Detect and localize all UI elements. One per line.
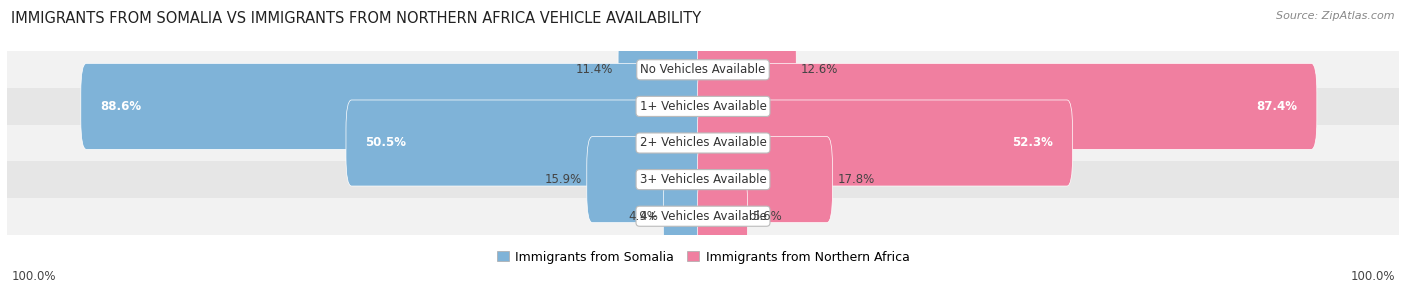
FancyBboxPatch shape [7, 198, 1399, 235]
FancyBboxPatch shape [586, 137, 709, 223]
Text: 2+ Vehicles Available: 2+ Vehicles Available [640, 136, 766, 150]
Legend: Immigrants from Somalia, Immigrants from Northern Africa: Immigrants from Somalia, Immigrants from… [492, 246, 914, 269]
FancyBboxPatch shape [697, 63, 1317, 149]
FancyBboxPatch shape [346, 100, 709, 186]
Text: 1+ Vehicles Available: 1+ Vehicles Available [640, 100, 766, 113]
Text: 4+ Vehicles Available: 4+ Vehicles Available [640, 210, 766, 223]
Text: 100.0%: 100.0% [11, 270, 56, 283]
Text: 3+ Vehicles Available: 3+ Vehicles Available [640, 173, 766, 186]
FancyBboxPatch shape [697, 100, 1073, 186]
Text: 88.6%: 88.6% [100, 100, 142, 113]
FancyBboxPatch shape [7, 125, 1399, 161]
Text: 15.9%: 15.9% [544, 173, 582, 186]
Text: 100.0%: 100.0% [1350, 270, 1395, 283]
Text: No Vehicles Available: No Vehicles Available [640, 63, 766, 76]
Text: Source: ZipAtlas.com: Source: ZipAtlas.com [1277, 11, 1395, 21]
Text: 11.4%: 11.4% [576, 63, 613, 76]
Text: 87.4%: 87.4% [1257, 100, 1298, 113]
Text: 4.9%: 4.9% [628, 210, 658, 223]
FancyBboxPatch shape [619, 27, 709, 113]
FancyBboxPatch shape [80, 63, 709, 149]
FancyBboxPatch shape [7, 51, 1399, 88]
Text: 12.6%: 12.6% [801, 63, 838, 76]
Text: 5.6%: 5.6% [752, 210, 782, 223]
Text: 17.8%: 17.8% [838, 173, 875, 186]
Text: 52.3%: 52.3% [1012, 136, 1053, 150]
FancyBboxPatch shape [664, 173, 709, 259]
Text: IMMIGRANTS FROM SOMALIA VS IMMIGRANTS FROM NORTHERN AFRICA VEHICLE AVAILABILITY: IMMIGRANTS FROM SOMALIA VS IMMIGRANTS FR… [11, 11, 702, 26]
FancyBboxPatch shape [7, 88, 1399, 125]
Text: 50.5%: 50.5% [366, 136, 406, 150]
FancyBboxPatch shape [697, 173, 748, 259]
FancyBboxPatch shape [7, 161, 1399, 198]
FancyBboxPatch shape [697, 137, 832, 223]
FancyBboxPatch shape [697, 27, 796, 113]
